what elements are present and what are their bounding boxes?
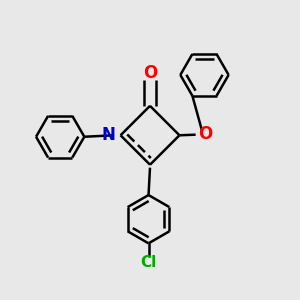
Text: O: O xyxy=(198,125,212,143)
Text: N: N xyxy=(101,126,115,144)
Text: Cl: Cl xyxy=(140,255,157,270)
Text: O: O xyxy=(143,64,157,82)
